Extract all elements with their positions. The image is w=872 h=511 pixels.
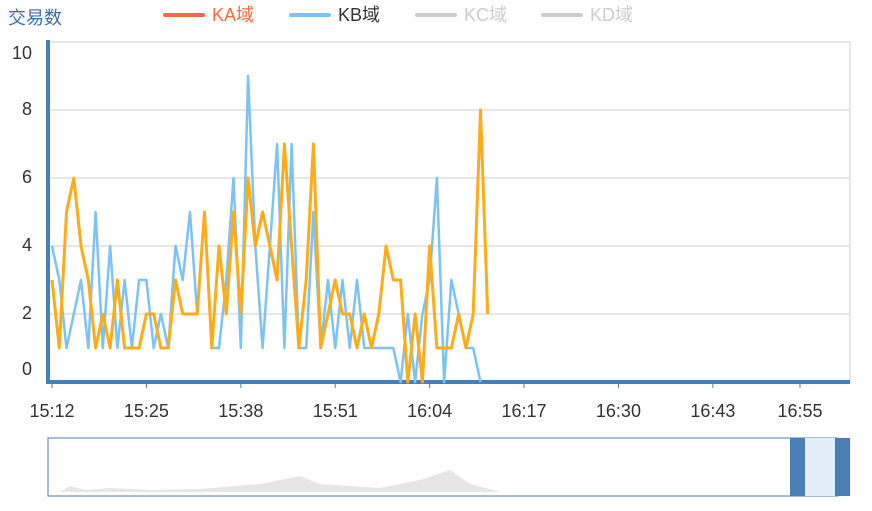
y-axis-title: 交易数 [8, 8, 62, 28]
x-tick-label: 16:30 [596, 401, 641, 421]
y-tick-label: 0 [22, 359, 32, 379]
x-tick-label: 16:17 [502, 401, 547, 421]
data-zoom[interactable] [47, 437, 850, 497]
legend-label: KC域 [464, 5, 507, 25]
legend-item[interactable]: KC域 [415, 5, 507, 25]
y-tick-label: 4 [22, 235, 32, 255]
y-tick-label: 10 [12, 43, 32, 63]
series-line [50, 108, 490, 384]
y-tick-label: 8 [22, 99, 32, 119]
x-tick-label: 16:43 [690, 401, 735, 421]
legend-item[interactable]: KB域 [289, 5, 380, 25]
legend-label: KD域 [590, 5, 633, 25]
x-tick-label: 15:25 [124, 401, 169, 421]
zoom-handle[interactable] [835, 438, 850, 496]
legend-item[interactable]: KD域 [541, 5, 633, 25]
x-tick-label: 16:55 [777, 401, 822, 421]
x-tick-label: 15:38 [218, 401, 263, 421]
zoom-shadow [60, 470, 500, 492]
legend-label: KB域 [338, 5, 380, 25]
y-tick-label: 2 [22, 303, 32, 323]
series-line [50, 74, 482, 384]
x-tick-label: 16:04 [407, 401, 452, 421]
zoom-handle[interactable] [790, 438, 805, 496]
y-tick-label: 6 [22, 167, 32, 187]
legend-item[interactable]: KA域 [163, 5, 254, 25]
x-tick-label: 15:12 [29, 401, 74, 421]
x-tick-label: 15:51 [313, 401, 358, 421]
legend-label: KA域 [212, 5, 254, 25]
